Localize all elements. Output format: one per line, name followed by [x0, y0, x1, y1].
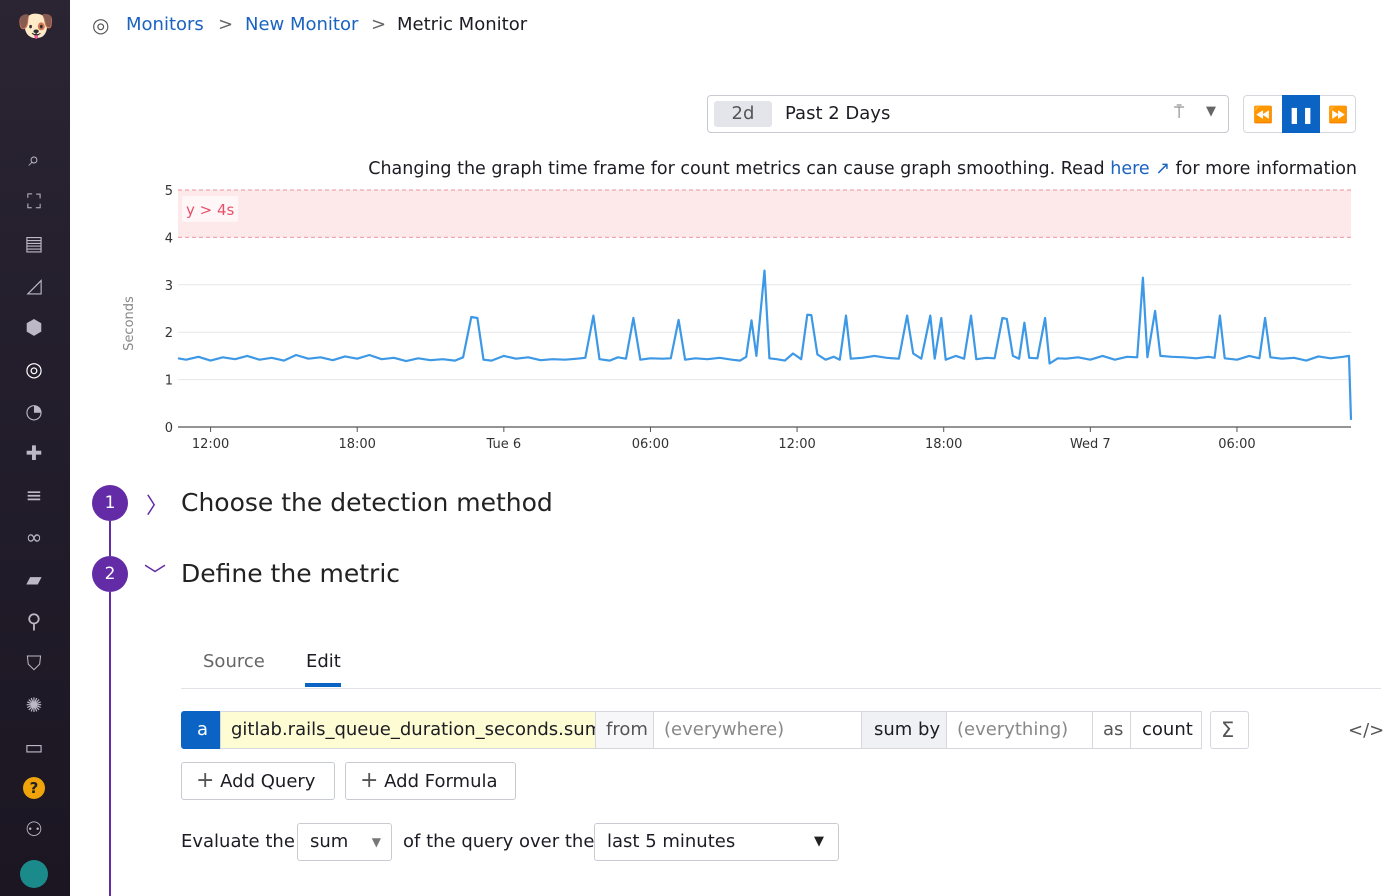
evaluate-window-select[interactable]: last 5 minutes ▼ — [594, 823, 839, 861]
y-axis-label: Seconds — [122, 296, 137, 351]
caret-down-icon[interactable]: ▼ — [1206, 104, 1216, 119]
link-icon[interactable]: ∞ — [25, 525, 43, 549]
add-formula-label: Add Formula — [384, 771, 498, 792]
x-tick-label: Wed 7 — [1070, 437, 1111, 452]
x-tick-label: 18:00 — [338, 437, 375, 452]
threshold-band — [178, 190, 1351, 238]
group-by-input[interactable]: (everything) — [946, 711, 1093, 749]
from-input[interactable]: (everywhere) — [653, 711, 862, 749]
chevron-down-icon[interactable]: ﹀ — [144, 564, 167, 589]
breadcrumb-new-monitor[interactable]: New Monitor — [245, 14, 359, 35]
step-connector — [109, 592, 111, 896]
evaluate-aggregation-value: sum — [310, 831, 349, 852]
caret-down-icon: ▼ — [371, 835, 381, 849]
metric-chart[interactable]: 0 1 2 3 4 5 y > 4s 12:00 18:00 Tue 6 06:00 12:00 18:… — [110, 180, 1370, 455]
puzzle-icon[interactable]: ✚ — [25, 441, 43, 465]
y-tick-label: 0 — [165, 421, 173, 436]
add-query-button[interactable]: + Add Query — [181, 762, 335, 800]
fast-forward-icon[interactable]: ⏩ — [1328, 104, 1348, 124]
step-title-metric[interactable]: Define the metric — [181, 559, 401, 588]
notebook-icon[interactable]: ▰ — [26, 567, 42, 591]
gauge-icon[interactable]: ◔ — [25, 399, 43, 423]
network-icon[interactable]: ✺ — [25, 693, 43, 717]
evaluate-aggregation-select[interactable]: sum ▼ — [297, 823, 392, 861]
external-link-icon[interactable]: ↗ — [1149, 159, 1170, 179]
tab-edit[interactable]: Edit — [306, 651, 341, 672]
tabs-divider — [181, 688, 1381, 689]
aggregation-select[interactable]: sum by — [861, 711, 947, 749]
x-tick-label: 18:00 — [925, 437, 962, 452]
as-label: as — [1092, 711, 1131, 749]
y-tick-label: 4 — [165, 231, 173, 246]
avatar[interactable] — [20, 860, 48, 888]
threshold-label: y > 4s — [186, 201, 235, 219]
hexagons-icon[interactable]: ⬢ — [25, 315, 43, 339]
active-tab-indicator — [305, 683, 341, 687]
metric-input[interactable]: gitlab.rails_queue_duration_seconds.sum — [220, 711, 602, 749]
y-tick-label: 5 — [165, 184, 173, 199]
add-query-label: Add Query — [220, 771, 316, 792]
series-line — [177, 269, 1353, 420]
y-tick-label: 1 — [165, 374, 173, 389]
step-connector — [109, 521, 111, 556]
time-label: Past 2 Days — [785, 103, 891, 124]
search-spark-icon[interactable]: ⚲ — [26, 609, 42, 633]
caret-down-icon: ▼ — [814, 834, 824, 849]
datadog-logo[interactable]: 🐶 — [17, 8, 55, 44]
monitors-icon[interactable]: ◎ — [25, 357, 43, 381]
help-icon[interactable]: ? — [20, 774, 48, 802]
pin-icon[interactable]: ⍑ — [1174, 103, 1185, 123]
search-icon[interactable]: ⌕ — [28, 147, 40, 171]
from-label: from — [595, 711, 654, 749]
evaluate-middle: of the query over the — [403, 831, 595, 852]
code-toggle-icon[interactable]: </> — [1348, 720, 1385, 741]
evaluate-prefix: Evaluate the — [181, 831, 295, 852]
time-picker[interactable]: 2d Past 2 Days ⍑ ▼ — [707, 95, 1229, 133]
x-tick-label: 12:00 — [192, 437, 229, 452]
y-tick-label: 3 — [165, 279, 173, 294]
x-tick-label: Tue 6 — [486, 437, 522, 452]
team-icon[interactable]: ⚇ — [25, 817, 43, 841]
notice-text: Changing the graph time frame for count … — [368, 159, 1111, 179]
sigma-button[interactable]: Σ — [1210, 711, 1249, 749]
step-title-detection[interactable]: Choose the detection method — [181, 488, 553, 517]
as-type-select[interactable]: count — [1130, 711, 1202, 749]
sidebar: 🐶 ⌕ ⛶ ▤ ◿ ⬢ ◎ ◔ ✚ ≡ ∞ ▰ ⚲ ⛉ ✺ ▭ ? ⚇ — [0, 0, 70, 896]
filter-icon[interactable]: ≡ — [25, 483, 43, 507]
breadcrumb-separator: > — [218, 14, 234, 35]
notice-text-end: for more information — [1169, 159, 1357, 179]
rewind-icon[interactable]: ⏪ — [1253, 104, 1273, 124]
step-number-2: 2 — [92, 556, 128, 592]
y-tick-label: 2 — [165, 326, 173, 341]
binoculars-icon[interactable]: ⛶ — [27, 189, 41, 213]
x-tick-label: 12:00 — [778, 437, 815, 452]
time-chip: 2d — [714, 101, 772, 127]
pause-icon[interactable]: ❚❚ — [1282, 95, 1320, 133]
step-number-1: 1 — [92, 485, 128, 521]
plus-icon: + — [196, 768, 215, 793]
plus-icon: + — [360, 768, 379, 793]
area-chart-icon[interactable]: ◿ — [26, 273, 42, 297]
shield-icon[interactable]: ⛉ — [26, 651, 42, 675]
breadcrumb-monitors[interactable]: Monitors — [126, 14, 204, 35]
chevron-right-icon[interactable]: 〉 — [146, 494, 169, 519]
list-icon[interactable]: ▤ — [24, 231, 44, 255]
x-tick-label: 06:00 — [632, 437, 669, 452]
notice-link[interactable]: here — [1110, 159, 1150, 179]
add-formula-button[interactable]: + Add Formula — [345, 762, 516, 800]
smoothing-notice: Changing the graph time frame for count … — [368, 157, 1357, 181]
query-letter[interactable]: a — [181, 711, 221, 749]
x-tick-label: 06:00 — [1218, 437, 1255, 452]
chat-icon[interactable]: ▭ — [24, 735, 44, 759]
tab-source[interactable]: Source — [203, 651, 265, 672]
breadcrumb-separator: > — [371, 14, 387, 35]
breadcrumb-current: Metric Monitor — [397, 14, 528, 35]
monitors-breadcrumb-icon: ◎ — [92, 13, 110, 37]
threshold-label-bg — [182, 195, 238, 222]
evaluate-window-value: last 5 minutes — [607, 831, 736, 852]
